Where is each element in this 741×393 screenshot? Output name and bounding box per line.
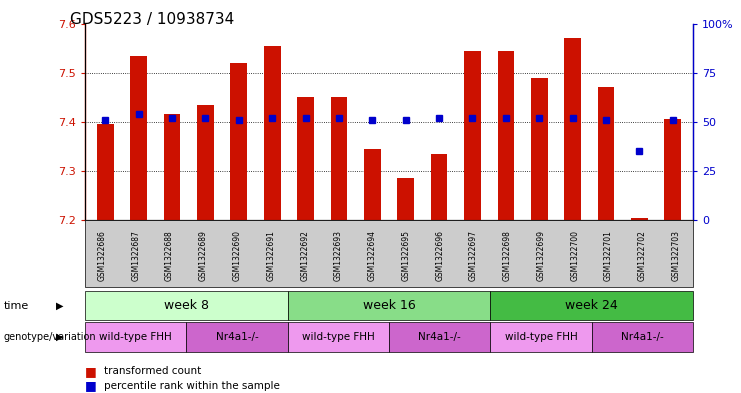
Text: wild-type FHH: wild-type FHH <box>99 332 172 342</box>
Text: Nr4a1-/-: Nr4a1-/- <box>418 332 461 342</box>
Bar <box>531 77 548 220</box>
Text: GSM1322690: GSM1322690 <box>233 230 242 281</box>
Text: transformed count: transformed count <box>104 366 201 376</box>
Text: GSM1322701: GSM1322701 <box>604 230 613 281</box>
Text: week 16: week 16 <box>362 299 416 312</box>
Bar <box>230 63 247 220</box>
Text: GSM1322694: GSM1322694 <box>368 230 376 281</box>
Bar <box>130 55 147 220</box>
Text: GSM1322693: GSM1322693 <box>334 230 343 281</box>
Text: ▶: ▶ <box>56 332 63 342</box>
Text: GSM1322688: GSM1322688 <box>165 230 174 281</box>
Bar <box>97 124 113 220</box>
Bar <box>431 154 448 220</box>
Bar <box>164 114 180 220</box>
Bar <box>464 51 481 220</box>
Bar <box>397 178 414 220</box>
Text: GSM1322696: GSM1322696 <box>435 230 444 281</box>
Text: ■: ■ <box>85 379 97 393</box>
Text: GSM1322699: GSM1322699 <box>536 230 545 281</box>
Text: GSM1322691: GSM1322691 <box>266 230 276 281</box>
Bar <box>497 51 514 220</box>
Bar <box>565 38 581 220</box>
Bar <box>264 46 281 220</box>
Text: wild-type FHH: wild-type FHH <box>505 332 577 342</box>
Text: week 24: week 24 <box>565 299 618 312</box>
Text: GSM1322687: GSM1322687 <box>131 230 140 281</box>
Text: GSM1322697: GSM1322697 <box>469 230 478 281</box>
Text: week 8: week 8 <box>164 299 209 312</box>
Text: Nr4a1-/-: Nr4a1-/- <box>216 332 259 342</box>
Text: GSM1322698: GSM1322698 <box>502 230 512 281</box>
Bar <box>598 87 614 220</box>
Text: time: time <box>4 301 29 310</box>
Text: wild-type FHH: wild-type FHH <box>302 332 375 342</box>
Text: percentile rank within the sample: percentile rank within the sample <box>104 381 279 391</box>
Text: GSM1322702: GSM1322702 <box>638 230 647 281</box>
Text: GSM1322703: GSM1322703 <box>671 230 680 281</box>
Bar <box>665 119 681 220</box>
Bar <box>297 97 314 220</box>
Bar <box>197 105 213 220</box>
Bar <box>330 97 348 220</box>
Text: GSM1322695: GSM1322695 <box>402 230 411 281</box>
Text: GDS5223 / 10938734: GDS5223 / 10938734 <box>70 12 235 27</box>
Text: GSM1322692: GSM1322692 <box>300 230 309 281</box>
Text: GSM1322686: GSM1322686 <box>98 230 107 281</box>
Text: GSM1322700: GSM1322700 <box>570 230 579 281</box>
Text: genotype/variation: genotype/variation <box>4 332 96 342</box>
Text: ■: ■ <box>85 365 97 378</box>
Text: Nr4a1-/-: Nr4a1-/- <box>621 332 664 342</box>
Bar <box>364 149 381 220</box>
Text: ▶: ▶ <box>56 301 63 310</box>
Text: GSM1322689: GSM1322689 <box>199 230 208 281</box>
Bar <box>631 218 648 220</box>
